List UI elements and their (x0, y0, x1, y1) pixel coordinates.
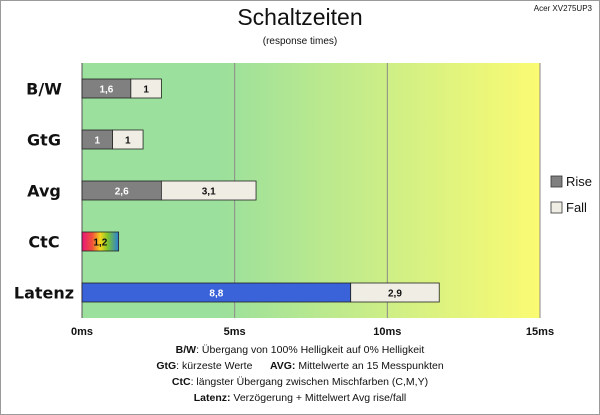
x-tick-label: 5ms (224, 326, 246, 338)
footnote-bw: B/W: Übergang von 100% Helligkeit auf 0%… (175, 344, 425, 356)
chart-subtitle: (response times) (262, 36, 338, 47)
bar-rise-label: 1 (94, 136, 100, 147)
category-label: GtG (27, 131, 61, 150)
bar-fall-label: 1 (143, 85, 149, 96)
footnote-latenz: Latenz: Verzögerung + Mittelwert Avg ris… (193, 392, 407, 404)
bar-fall (130, 78, 162, 99)
bar-rise (81, 231, 120, 252)
x-tick-label: 0ms (71, 326, 93, 338)
category-label: B/W (26, 80, 62, 99)
bar-rise-label: 8,8 (209, 289, 223, 300)
x-tick-label: 10ms (373, 326, 401, 338)
bar-fall (112, 129, 144, 150)
footnote-gtg-avg: GtG: kürzeste Werte AVG: Mittelwerte an … (156, 360, 444, 372)
chart-title: Schaltzeiten (237, 4, 363, 30)
bar-fall-label: 2,9 (388, 289, 402, 300)
monitor-model: Acer XV275UP3 (533, 4, 592, 13)
category-label: Latenz (14, 284, 74, 303)
legend-fall-label: Fall (566, 200, 587, 215)
x-tick-label: 15ms (526, 326, 554, 338)
bar-rise-label: 1,2 (93, 238, 107, 249)
bar-fall (160, 180, 257, 201)
footnote-ctc: CtC: längster Übergang zwischen Mischfar… (171, 376, 429, 388)
chart-footnotes: B/W: Übergang von 100% Helligkeit auf 0%… (0, 342, 600, 406)
bar-fall (350, 282, 440, 303)
bar-fall-label: 3,1 (202, 187, 216, 198)
category-label: Avg (27, 182, 61, 201)
category-label: CtC (28, 233, 59, 252)
legend-fall-swatch (550, 201, 563, 214)
legend-rise-label: Rise (566, 174, 592, 189)
bar-rise-label: 2,6 (115, 187, 129, 198)
bar-rise-label: 1,6 (99, 85, 113, 96)
bar-fall-label: 1 (125, 136, 131, 147)
legend-rise-swatch (550, 175, 563, 188)
